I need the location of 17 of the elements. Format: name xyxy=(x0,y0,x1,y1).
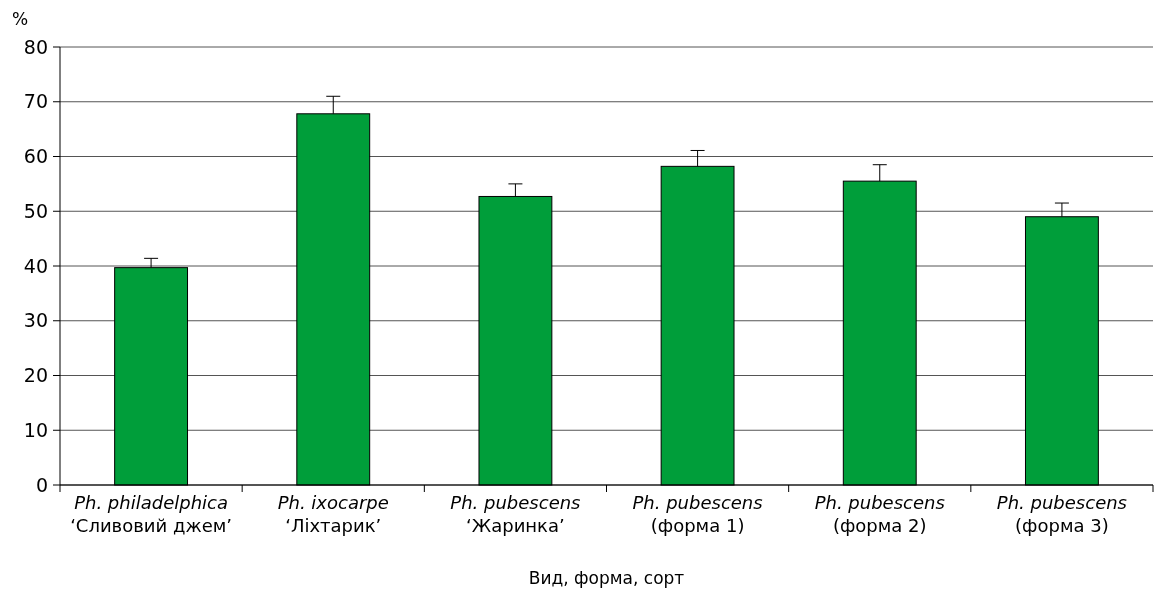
x-axis-title: Вид, форма, сорт xyxy=(528,568,685,588)
x-tick-label: Ph. pubescens (форма 1) xyxy=(632,492,763,536)
y-tick-label: 50 xyxy=(23,199,48,222)
y-tick-label: 30 xyxy=(23,309,48,332)
x-tick-label: Ph. pubescens ‘Жаринка’ xyxy=(450,492,581,536)
x-tick-label: Ph. philadelphica ‘Сливовий джем’ xyxy=(70,492,233,536)
y-tick-label: 60 xyxy=(23,145,48,168)
y-axis-title: % xyxy=(11,9,29,29)
x-tick-label: Ph. pubescens (форма 2) xyxy=(814,492,945,536)
y-tick-label: 20 xyxy=(23,364,48,387)
y-tick-label: 0 xyxy=(35,473,48,496)
x-tick-label: Ph. ixocarpe ‘Ліхтарик’ xyxy=(277,492,389,536)
y-tick-label: 10 xyxy=(23,418,48,441)
x-tick-label: Ph. pubescens (форма 3) xyxy=(996,492,1128,536)
y-tick-label: 70 xyxy=(23,90,48,113)
y-tick-label: 40 xyxy=(23,254,48,277)
y-tick-label: 80 xyxy=(23,35,48,58)
